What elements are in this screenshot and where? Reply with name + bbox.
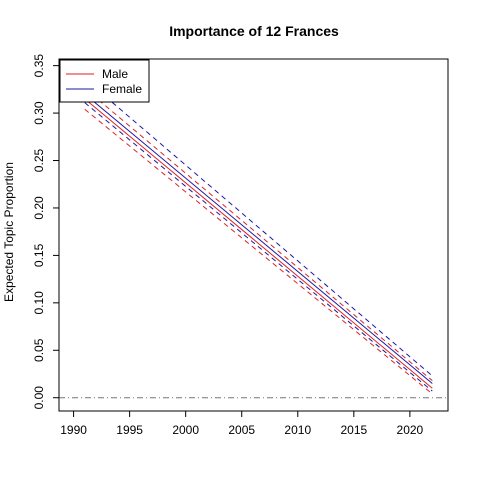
series-male-ci-lower (84, 108, 433, 395)
y-tick-label: 0.35 (32, 54, 46, 78)
series-female-ci-upper (84, 78, 433, 377)
x-tick-label: 1990 (60, 423, 87, 437)
y-tick-label: 0.20 (32, 196, 46, 220)
series-male-line (84, 98, 433, 389)
x-tick-label: 2005 (228, 423, 255, 437)
y-tick-label: 0.15 (32, 243, 46, 267)
x-tick-label: 2010 (284, 423, 311, 437)
series-male-ci-upper (84, 88, 433, 382)
y-tick-label: 0.00 (32, 386, 46, 410)
x-tick-label: 1995 (116, 423, 143, 437)
plot-area (59, 78, 448, 399)
x-tick-label: 2000 (172, 423, 199, 437)
y-tick-label: 0.25 (32, 149, 46, 173)
y-tick-label: 0.05 (32, 338, 46, 362)
y-tick-label: 0.10 (32, 291, 46, 315)
series-female-line (84, 93, 433, 384)
legend-label-female: Female (102, 82, 142, 96)
series-female-ci-lower (84, 102, 433, 392)
legend: Male Female (59, 59, 150, 103)
y-tick-label: 0.30 (32, 101, 46, 125)
legend-box (59, 59, 150, 103)
legend-label-male: Male (102, 67, 128, 81)
y-axis-label: Expected Topic Proportion (2, 162, 16, 302)
chart-title: Importance of 12 Frances (169, 23, 339, 39)
axes: 1990 1995 2000 2005 2010 2015 2020 0.00 0.05 0.10… (32, 54, 424, 437)
x-tick-label: 2015 (340, 423, 367, 437)
x-tick-label: 2020 (397, 423, 424, 437)
